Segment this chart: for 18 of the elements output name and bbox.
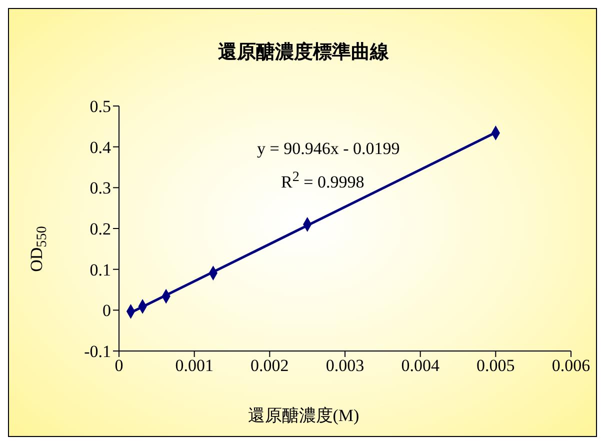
y-tick-label: -0.1 xyxy=(84,342,111,362)
y-tick-label: 0 xyxy=(102,301,111,320)
y-tick-label: 0.4 xyxy=(90,138,112,157)
y-tick-label: 0.3 xyxy=(90,178,111,198)
x-tick-label: 0.006 xyxy=(552,356,590,376)
x-axis-title: 還原醣濃度(M) xyxy=(246,405,360,427)
x-tick-label: 0.002 xyxy=(250,356,289,376)
x-tick-label: 0.001 xyxy=(175,356,214,376)
x-tick-label: 0.004 xyxy=(401,356,440,376)
x-tick-label: 0.003 xyxy=(326,356,364,376)
y-tick-label: 0.2 xyxy=(90,220,111,239)
y-tick-label: 0.1 xyxy=(90,260,111,280)
x-tick-label: 0.005 xyxy=(476,356,515,376)
annotation: y = 90.946x - 0.0199 xyxy=(257,139,400,159)
x-tick-label: 0 xyxy=(114,356,124,376)
chart-title: 還原醣濃度標準曲線 xyxy=(217,40,390,65)
annotation: R$^{2}$ = 0.9998 xyxy=(281,169,364,193)
y-tick-label: 0.5 xyxy=(90,97,111,116)
